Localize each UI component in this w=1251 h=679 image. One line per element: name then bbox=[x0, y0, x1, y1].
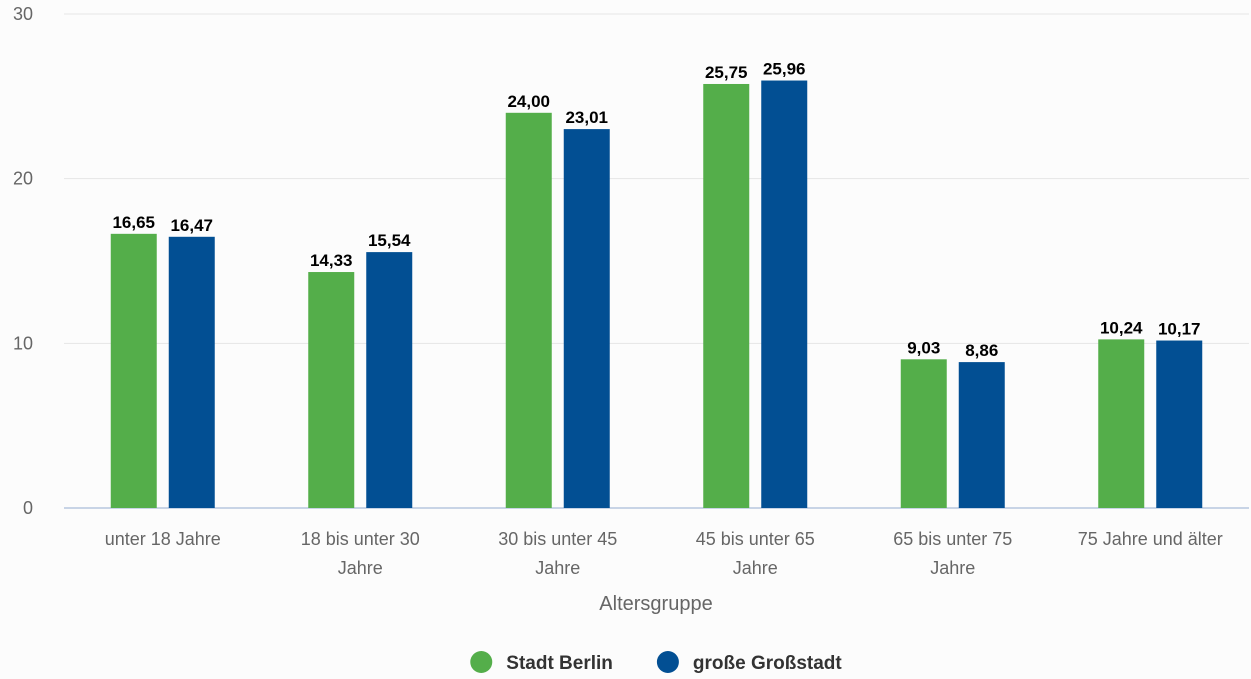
bar[interactable] bbox=[761, 80, 808, 508]
data-label: 15,54 bbox=[368, 231, 411, 250]
legend-label: große Großstadt bbox=[693, 653, 843, 674]
bar[interactable] bbox=[110, 233, 157, 508]
data-label: 9,03 bbox=[907, 338, 940, 357]
y-tick-label: 30 bbox=[13, 4, 33, 24]
data-label: 16,65 bbox=[112, 213, 155, 232]
data-label: 25,75 bbox=[705, 63, 748, 82]
legend-item[interactable]: große Großstadt bbox=[656, 651, 843, 674]
bar[interactable] bbox=[958, 362, 1005, 508]
y-tick-label: 10 bbox=[13, 333, 33, 353]
legend-label: Stadt Berlin bbox=[506, 653, 613, 674]
x-category-label: unter 18 Jahre bbox=[105, 529, 221, 549]
data-label: 24,00 bbox=[507, 92, 550, 111]
legend[interactable]: Stadt Berlin große Großstadt bbox=[470, 651, 842, 674]
bar[interactable] bbox=[1156, 340, 1203, 508]
x-category-label: 75 Jahre und älter bbox=[1078, 529, 1223, 549]
legend-marker bbox=[656, 651, 679, 673]
y-tick-label: 20 bbox=[13, 169, 33, 189]
x-category-label: Jahre bbox=[535, 558, 580, 578]
data-label: 10,17 bbox=[1158, 320, 1201, 339]
bar[interactable] bbox=[505, 112, 552, 509]
data-label: 23,01 bbox=[565, 108, 608, 127]
x-category-label: 30 bis unter 45 bbox=[498, 529, 617, 549]
x-axis-title: Altersgruppe bbox=[599, 593, 712, 615]
data-label: 16,47 bbox=[170, 216, 213, 235]
bar[interactable] bbox=[900, 359, 947, 508]
data-labels: 16,65 16,47 14,33 15,54 24,00 23,01 25,75 25,96… bbox=[112, 60, 1200, 361]
bar[interactable] bbox=[703, 83, 750, 508]
x-category-label: Jahre bbox=[338, 558, 383, 578]
bar[interactable] bbox=[308, 272, 355, 508]
x-category-label: 65 bis unter 75 bbox=[893, 529, 1012, 549]
bars bbox=[110, 80, 1203, 509]
legend-item[interactable]: Stadt Berlin bbox=[470, 651, 613, 674]
bar[interactable] bbox=[563, 129, 610, 509]
grid-lines bbox=[64, 13, 1249, 509]
data-label: 14,33 bbox=[310, 251, 353, 270]
data-label: 8,86 bbox=[965, 341, 998, 360]
legend-marker bbox=[470, 651, 493, 673]
bar[interactable] bbox=[366, 252, 413, 508]
x-category-label: Jahre bbox=[930, 558, 975, 578]
x-category-label: 45 bis unter 65 bbox=[696, 529, 815, 549]
x-axis-categories: unter 18 Jahre 18 bis unter 30 Jahre 30 bis… bbox=[105, 529, 1223, 578]
bar[interactable] bbox=[1098, 339, 1145, 508]
x-category-label: Jahre bbox=[733, 558, 778, 578]
y-tick-label: 0 bbox=[23, 498, 33, 518]
data-label: 25,96 bbox=[763, 60, 806, 79]
bar[interactable] bbox=[168, 236, 215, 508]
data-label: 10,24 bbox=[1100, 318, 1143, 337]
x-category-label: 18 bis unter 30 bbox=[301, 529, 420, 549]
y-axis-ticks: 0 10 20 30 bbox=[13, 4, 33, 518]
